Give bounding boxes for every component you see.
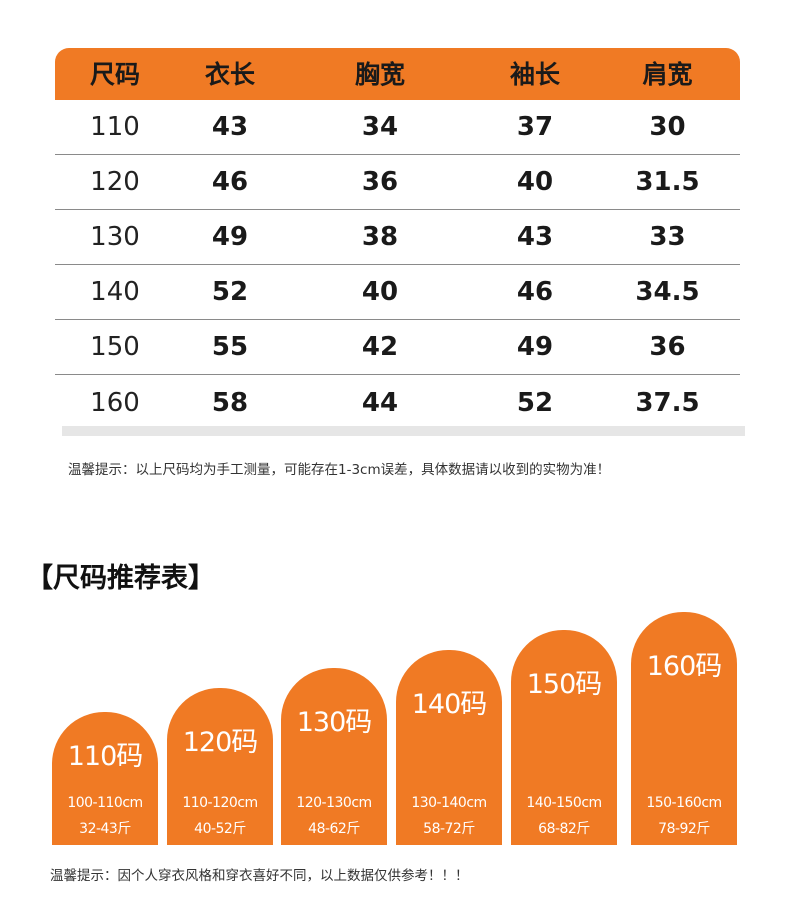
weight-range: 68-82斤 [538,821,590,837]
weight-range: 48-62斤 [308,821,360,837]
header-chest: 胸宽 [354,59,405,89]
height-range: 130-140cm [411,795,487,811]
size-table-header: 尺码 衣长 胸宽 袖长 肩宽 [55,48,740,100]
row-length: 55 [211,332,249,362]
row-length: 58 [211,387,249,418]
header-size: 尺码 [89,59,140,89]
size-card-110: 110码 100-110cm 32-43斤 [52,712,158,845]
row-chest: 44 [361,387,399,418]
row-sleeve: 43 [516,222,554,252]
row-shoulder: 34.5 [635,277,700,307]
size-label: 110码 [67,741,144,772]
row-size: 160 [90,387,140,418]
header-sleeve: 袖长 [509,59,560,89]
size-label: 130码 [296,707,373,738]
height-range: 110-120cm [182,795,258,811]
row-chest: 40 [361,277,399,307]
row-sleeve: 40 [516,167,554,197]
table-row: 140 52 40 46 34.5 [55,265,740,320]
row-size: 130 [90,222,140,252]
header-shoulder: 肩宽 [642,59,693,89]
row-shoulder: 30 [649,112,686,142]
table-row: 110 43 34 37 30 [55,100,740,155]
size-card-150: 150码 140-150cm 68-82斤 [511,630,617,845]
row-shoulder: 36 [649,332,686,362]
height-range: 150-160cm [646,795,722,811]
table-bottom-bar [62,426,745,436]
row-length: 52 [211,277,249,307]
row-length: 46 [211,167,249,197]
row-size: 150 [90,332,140,362]
height-range: 120-130cm [296,795,372,811]
row-size: 140 [90,277,140,307]
weight-range: 40-52斤 [194,821,246,837]
row-chest: 38 [361,222,399,252]
size-table: 尺码 衣长 胸宽 袖长 肩宽 110 43 34 37 30 120 46 36… [55,48,740,430]
weight-range: 58-72斤 [423,821,475,837]
weight-range: 78-92斤 [658,821,710,837]
row-shoulder: 31.5 [635,167,700,197]
header-length: 衣长 [204,59,255,89]
size-label: 160码 [646,651,723,682]
row-size: 110 [90,112,140,142]
row-chest: 36 [361,167,399,197]
row-sleeve: 46 [516,277,554,307]
row-sleeve: 49 [516,332,554,362]
size-label: 140码 [411,689,488,720]
row-sleeve: 52 [516,387,554,418]
row-shoulder: 37.5 [635,387,700,418]
height-range: 140-150cm [526,795,602,811]
table-row: 130 49 38 43 33 [55,210,740,265]
size-card-160: 160码 150-160cm 78-92斤 [631,612,737,845]
size-card-130: 130码 120-130cm 48-62斤 [281,668,387,845]
table-row: 120 46 36 40 31.5 [55,155,740,210]
measurement-note: 温馨提示：以上尺码均为手工测量，可能存在1-3cm误差，具体数据请以收到的实物为… [68,462,611,478]
size-card-120: 120码 110-120cm 40-52斤 [167,688,273,845]
row-sleeve: 37 [516,112,554,142]
table-row: 150 55 42 49 36 [55,320,740,375]
row-chest: 34 [361,112,399,142]
weight-range: 32-43斤 [79,821,131,837]
recommend-note: 温馨提示：因个人穿衣风格和穿衣喜好不同，以上数据仅供参考！！！ [50,868,469,884]
row-chest: 42 [361,332,399,362]
size-label: 150码 [526,669,603,700]
table-row: 160 58 44 52 37.5 [55,375,740,430]
row-shoulder: 33 [649,222,686,252]
recommend-title: 【尺码推荐表】 [26,563,215,594]
row-length: 43 [211,112,249,142]
size-label: 120码 [182,727,259,758]
size-card-140: 140码 130-140cm 58-72斤 [396,650,502,845]
height-range: 100-110cm [67,795,143,811]
row-size: 120 [90,167,140,197]
row-length: 49 [211,222,249,252]
